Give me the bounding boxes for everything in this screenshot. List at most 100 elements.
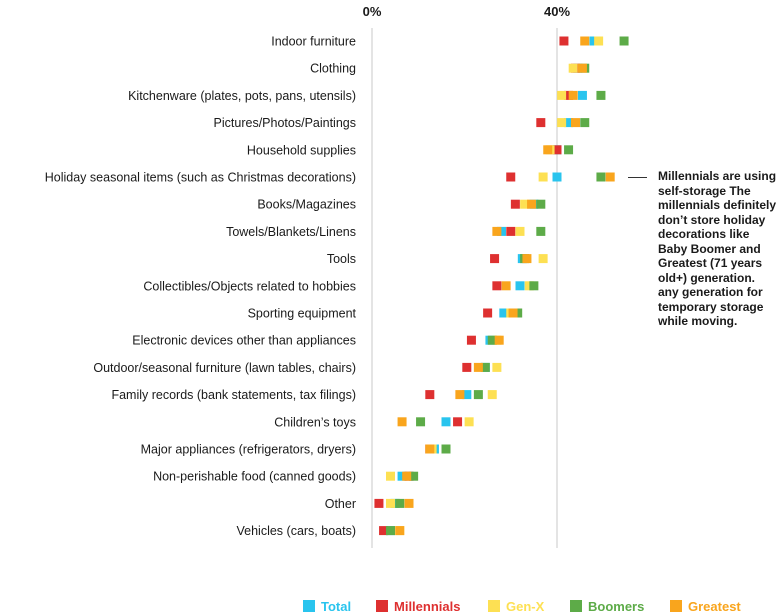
category-label: Other bbox=[325, 497, 356, 511]
gridlines bbox=[371, 28, 558, 548]
legend-label-greatest: Greatest bbox=[688, 599, 741, 614]
point-millennials bbox=[425, 390, 435, 400]
category-label: Family records (bank statements, tax fil… bbox=[111, 388, 356, 402]
point-greatest bbox=[527, 199, 537, 209]
category-label: Children’s toys bbox=[274, 415, 356, 429]
point-millennials bbox=[552, 145, 562, 155]
point-millennials bbox=[462, 362, 472, 372]
point-gen-x bbox=[557, 118, 567, 128]
point-gen-x bbox=[386, 471, 395, 481]
legend-swatch-millennials bbox=[376, 600, 388, 612]
point-gen-x bbox=[594, 36, 604, 46]
point-boomers bbox=[619, 36, 629, 46]
point-total bbox=[552, 172, 562, 182]
point-gen-x bbox=[515, 226, 525, 236]
point-boomers bbox=[473, 390, 483, 400]
point-greatest bbox=[397, 417, 407, 427]
point-boomers bbox=[536, 226, 546, 236]
point-millennials bbox=[564, 90, 574, 100]
point-greatest bbox=[543, 145, 553, 155]
category-label: Holiday seasonal items (such as Christma… bbox=[45, 171, 356, 185]
legend-swatch-gen-x bbox=[488, 600, 500, 612]
point-millennials bbox=[492, 281, 502, 291]
point-greatest bbox=[568, 90, 578, 100]
category-label: Indoor furniture bbox=[271, 35, 356, 49]
point-greatest bbox=[455, 390, 465, 400]
point-greatest bbox=[571, 118, 580, 128]
point-millennials bbox=[490, 254, 500, 264]
point-boomers bbox=[487, 335, 497, 345]
data-marks bbox=[374, 36, 629, 536]
point-greatest bbox=[577, 63, 587, 73]
point-millennials bbox=[483, 308, 493, 318]
point-gen-x bbox=[568, 63, 578, 73]
category-label: Tools bbox=[327, 252, 356, 266]
point-boomers bbox=[395, 498, 405, 508]
point-gen-x bbox=[487, 390, 497, 400]
legend-label-gen-x: Gen-X bbox=[506, 599, 545, 614]
point-total bbox=[390, 498, 400, 508]
point-gen-x bbox=[538, 172, 548, 182]
point-total bbox=[564, 118, 574, 128]
point-boomers bbox=[596, 172, 606, 182]
point-boomers bbox=[529, 281, 539, 291]
point-greatest bbox=[605, 172, 615, 182]
point-millennials bbox=[536, 118, 546, 128]
category-label: Books/Magazines bbox=[257, 198, 356, 212]
point-boomers bbox=[580, 118, 590, 128]
point-boomers bbox=[386, 526, 395, 536]
legend-label-millennials: Millennials bbox=[394, 599, 460, 614]
point-millennials bbox=[559, 36, 569, 46]
x-axis-ticks: 0% 40% bbox=[363, 4, 571, 19]
x-tick-label-40: 40% bbox=[544, 4, 570, 19]
annotation-leader-line bbox=[628, 177, 647, 178]
point-boomers bbox=[480, 362, 490, 372]
point-greatest bbox=[492, 226, 502, 236]
legend-swatch-greatest bbox=[670, 600, 682, 612]
point-boomers bbox=[513, 308, 523, 318]
category-label: Electronic devices other than appliances bbox=[132, 334, 356, 348]
category-label: Collectibles/Objects related to hobbies bbox=[143, 279, 356, 293]
point-gen-x bbox=[386, 498, 395, 508]
point-boomers bbox=[409, 471, 419, 481]
point-millennials bbox=[374, 498, 384, 508]
category-label: Kitchenware (plates, pots, pans, utensil… bbox=[128, 89, 356, 103]
point-millennials bbox=[510, 199, 520, 209]
point-gen-x bbox=[538, 254, 548, 264]
point-greatest bbox=[494, 335, 504, 345]
point-gen-x bbox=[557, 90, 567, 100]
legend: Total Millennials Gen-X Boomers Greatest bbox=[303, 599, 741, 614]
point-total bbox=[577, 90, 587, 100]
legend-swatch-total bbox=[303, 600, 315, 612]
point-greatest bbox=[508, 308, 518, 318]
point-boomers bbox=[536, 199, 546, 209]
category-label: Sporting equipment bbox=[248, 307, 357, 321]
point-millennials bbox=[453, 417, 463, 427]
point-millennials bbox=[379, 526, 389, 536]
category-labels: Indoor furniture Clothing Kitchenware (pla… bbox=[45, 35, 357, 539]
category-label: Outdoor/seasonal furniture (lawn tables,… bbox=[93, 361, 356, 375]
category-label: Major appliances (refrigerators, dryers) bbox=[141, 443, 356, 457]
annotation-text: Millennials are using self-storage The m… bbox=[658, 169, 777, 328]
point-greatest bbox=[404, 498, 414, 508]
point-boomers bbox=[596, 90, 606, 100]
category-label: Towels/Blankets/Linens bbox=[226, 225, 356, 239]
x-tick-label-0: 0% bbox=[363, 4, 382, 19]
point-greatest bbox=[501, 281, 511, 291]
point-total bbox=[589, 36, 599, 46]
point-total bbox=[499, 308, 509, 318]
point-millennials bbox=[506, 172, 516, 182]
point-greatest bbox=[402, 471, 412, 481]
point-total bbox=[441, 417, 451, 427]
point-millennials bbox=[466, 335, 476, 345]
point-gen-x bbox=[520, 199, 530, 209]
point-boomers bbox=[441, 444, 451, 454]
point-greatest bbox=[580, 36, 590, 46]
legend-swatch-boomers bbox=[570, 600, 582, 612]
point-total bbox=[497, 226, 506, 236]
category-label: Non-perishable food (canned goods) bbox=[153, 470, 356, 484]
category-label: Clothing bbox=[310, 62, 356, 76]
legend-label-boomers: Boomers bbox=[588, 599, 644, 614]
point-total bbox=[397, 471, 407, 481]
